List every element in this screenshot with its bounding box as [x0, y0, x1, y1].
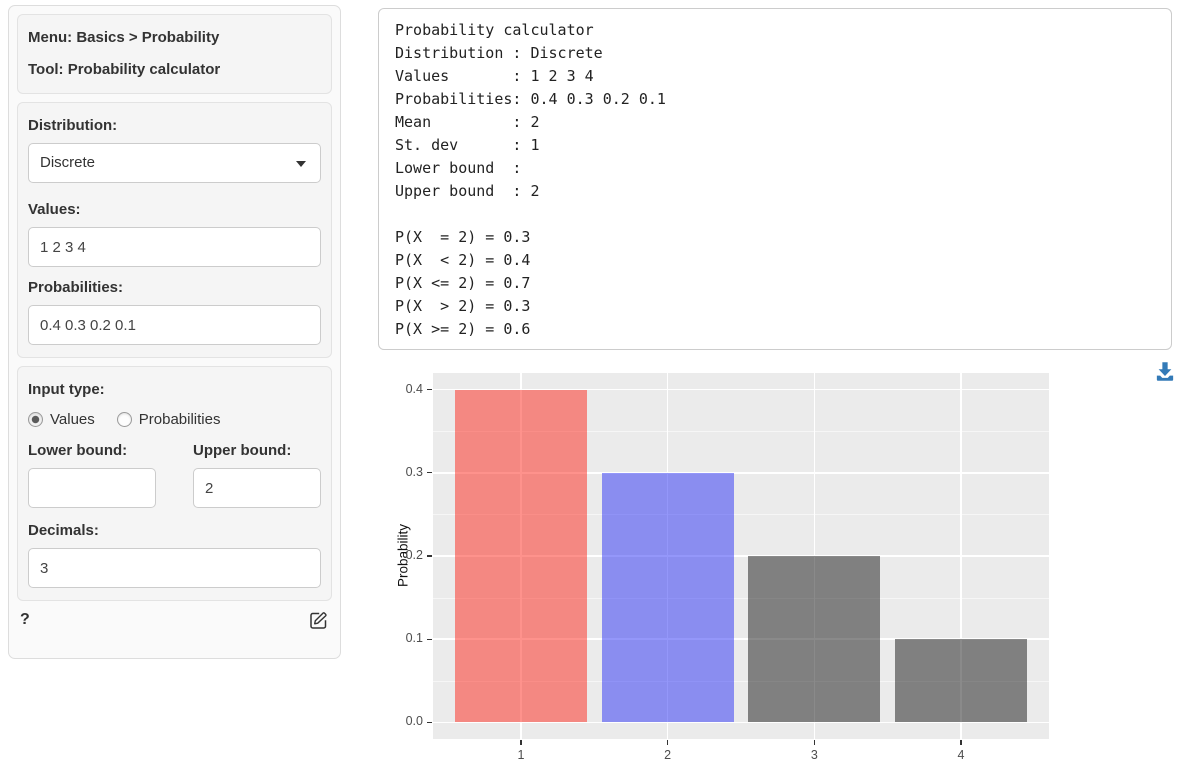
edit-report-button[interactable]: [309, 610, 329, 630]
input-type-probabilities-label: Probabilities: [138, 411, 221, 428]
download-plot-button[interactable]: [1154, 360, 1176, 382]
values-label: Values:: [28, 201, 81, 218]
menu-tool-panel: Menu: Basics > Probability Tool: Probabi…: [17, 14, 332, 94]
decimals-label: Decimals:: [28, 522, 99, 539]
bar-3: [748, 556, 881, 723]
bar-2: [601, 472, 734, 723]
plot-panel: [433, 373, 1049, 739]
download-icon: [1156, 362, 1174, 381]
bar-4: [895, 639, 1027, 723]
values-input[interactable]: [28, 227, 321, 267]
lower-bound-input[interactable]: [28, 468, 156, 508]
x-tick-label: 3: [810, 748, 818, 761]
input-type-option-values[interactable]: Values: [28, 411, 95, 428]
menu-breadcrumb: Menu: Basics > Probability: [28, 29, 220, 46]
probabilities-input[interactable]: [28, 305, 321, 345]
lower-bound-label: Lower bound:: [28, 442, 128, 459]
help-link[interactable]: ?: [20, 611, 30, 628]
x-tick-label: 2: [664, 748, 672, 761]
y-tick-label: 0.1: [405, 631, 423, 646]
input-type-radio-probabilities[interactable]: [116, 412, 132, 427]
input-type-option-probabilities[interactable]: Probabilities: [116, 411, 221, 428]
y-tick-label: 0.4: [405, 381, 423, 396]
distribution-selected-value: Discrete: [40, 154, 96, 171]
decimals-input[interactable]: [28, 548, 321, 588]
y-tick-label: 0.3: [405, 464, 423, 479]
y-tick-label: 0.0: [405, 714, 423, 729]
distribution-label: Distribution:: [28, 117, 118, 134]
tool-title: Tool: Probability calculator: [28, 61, 221, 78]
bounds-panel: Input type: Values Probabilities Lower b…: [17, 366, 332, 601]
bar-1: [455, 389, 587, 723]
input-type-radio-values[interactable]: [28, 412, 43, 427]
x-tick-label: 4: [957, 748, 965, 761]
input-type-radio-group: Values Probabilities: [28, 411, 321, 428]
input-type-label: Input type:: [28, 381, 105, 398]
input-type-values-label: Values: [50, 411, 95, 428]
distribution-select[interactable]: Discrete: [28, 143, 321, 183]
sidebar: Menu: Basics > Probability Tool: Probabi…: [8, 5, 341, 659]
upper-bound-label: Upper bound:: [193, 442, 292, 459]
bounds-row: Lower bound: Upper bound:: [28, 440, 321, 508]
chevron-down-icon: [296, 161, 306, 167]
pencil-square-icon: [310, 612, 327, 629]
x-tick-label: 1: [517, 748, 525, 761]
probabilities-label: Probabilities:: [28, 279, 124, 296]
probability-plot: Probability 0.0 0.1 0.2 0.3 0.4 1 2 3 4: [385, 372, 1049, 761]
calculator-output-panel: Probability calculator Distribution : Di…: [378, 8, 1172, 350]
sidebar-footer: ?: [20, 610, 329, 630]
distribution-panel: Distribution: Discrete Values: Probabili…: [17, 102, 332, 358]
y-tick-label: 0.2: [405, 548, 423, 562]
calculator-output-text: Probability calculator Distribution : Di…: [395, 21, 666, 338]
upper-bound-input[interactable]: [193, 468, 321, 508]
